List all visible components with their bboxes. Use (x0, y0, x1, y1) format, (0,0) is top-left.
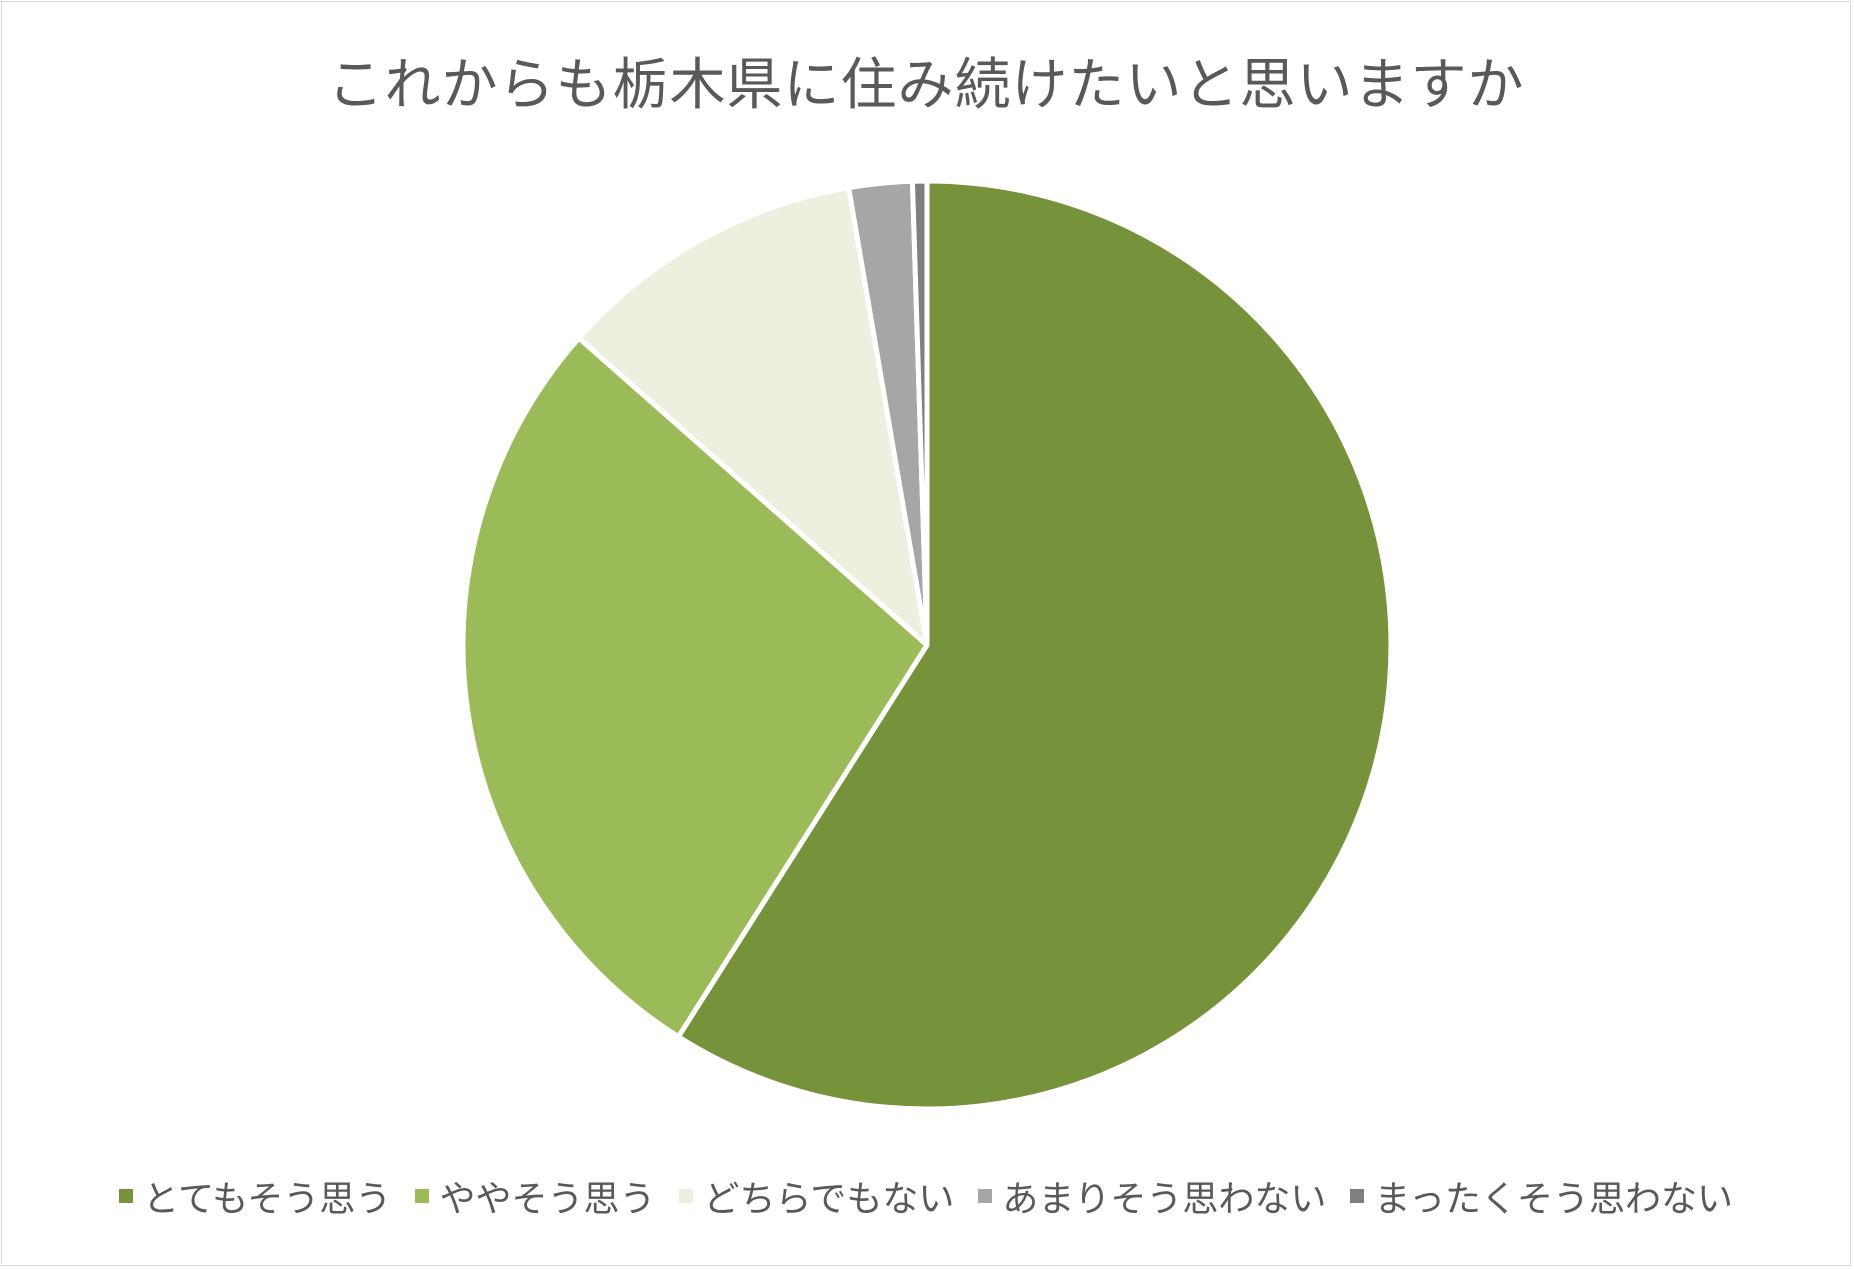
legend-item-2: ややそう思う (415, 1170, 655, 1222)
legend-label-3: どちらでもない (703, 1179, 955, 1220)
legend-swatch-3 (679, 1189, 694, 1203)
legend-swatch-2 (415, 1189, 430, 1203)
legend: とてもそう思う ややそう思う どちらでもない あまりそう思わない まったくそう思わない (0, 1170, 1852, 1222)
legend-label-2: ややそう思う (439, 1179, 656, 1220)
legend-item-3: どちらでもない (679, 1170, 954, 1222)
legend-label-4: あまりそう思わない (1002, 1179, 1327, 1220)
pie-slice-3 (576, 185, 930, 648)
pie-slice-5 (909, 178, 930, 648)
legend-swatch-1 (119, 1189, 134, 1203)
legend-label-5: まったくそう思わない (1374, 1179, 1733, 1220)
legend-item-1: とてもそう思う (119, 1170, 391, 1222)
chart-title: これからも栃木県に住み続けたいと思いますか (327, 53, 1525, 118)
legend-swatch-4 (978, 1189, 993, 1203)
pie-slice-2 (460, 335, 930, 1040)
pie-slice-1 (675, 178, 1394, 1112)
legend-swatch-5 (1350, 1189, 1365, 1203)
legend-item-4: あまりそう思わない (978, 1170, 1326, 1222)
legend-label-1: とてもそう思う (143, 1179, 392, 1220)
pie-slices (460, 178, 1394, 1112)
legend-item-5: まったくそう思わない (1350, 1170, 1733, 1222)
